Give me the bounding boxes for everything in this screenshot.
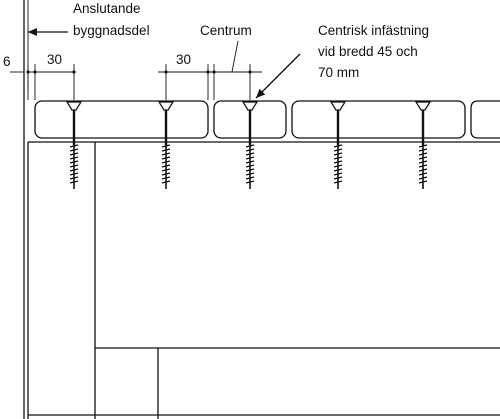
centre-label: Centrum [200, 23, 252, 38]
adjacent-part-label-1: Anslutande [73, 1, 141, 16]
joist-structure [27, 141, 500, 419]
screw [414, 101, 432, 189]
deck-board-1 [34, 100, 209, 139]
centric-label-3: 70 mm [318, 65, 359, 80]
centric-arrow [255, 53, 301, 99]
screw [241, 101, 259, 189]
screw [65, 101, 83, 189]
deck-board-4 [470, 100, 500, 139]
dimension-lines [10, 40, 262, 100]
screws [65, 101, 432, 189]
text-labels: Anslutande byggnadsdel Centrum Centrisk … [3, 1, 429, 80]
deck-boards [34, 100, 500, 139]
centric-label-1: Centrisk infästning [318, 23, 429, 38]
adjacent-part-label-2: byggnadsdel [73, 23, 150, 38]
leader-arrows [28, 28, 301, 99]
dimension-left-label: 30 [47, 52, 62, 67]
centric-label-2: vid bredd 45 och [318, 44, 418, 59]
screw [157, 101, 175, 189]
screw [329, 101, 347, 189]
deck-board-3 [291, 100, 466, 139]
dimension-gap-label: 6 [3, 54, 11, 69]
dimension-middle-label: 30 [176, 52, 191, 67]
